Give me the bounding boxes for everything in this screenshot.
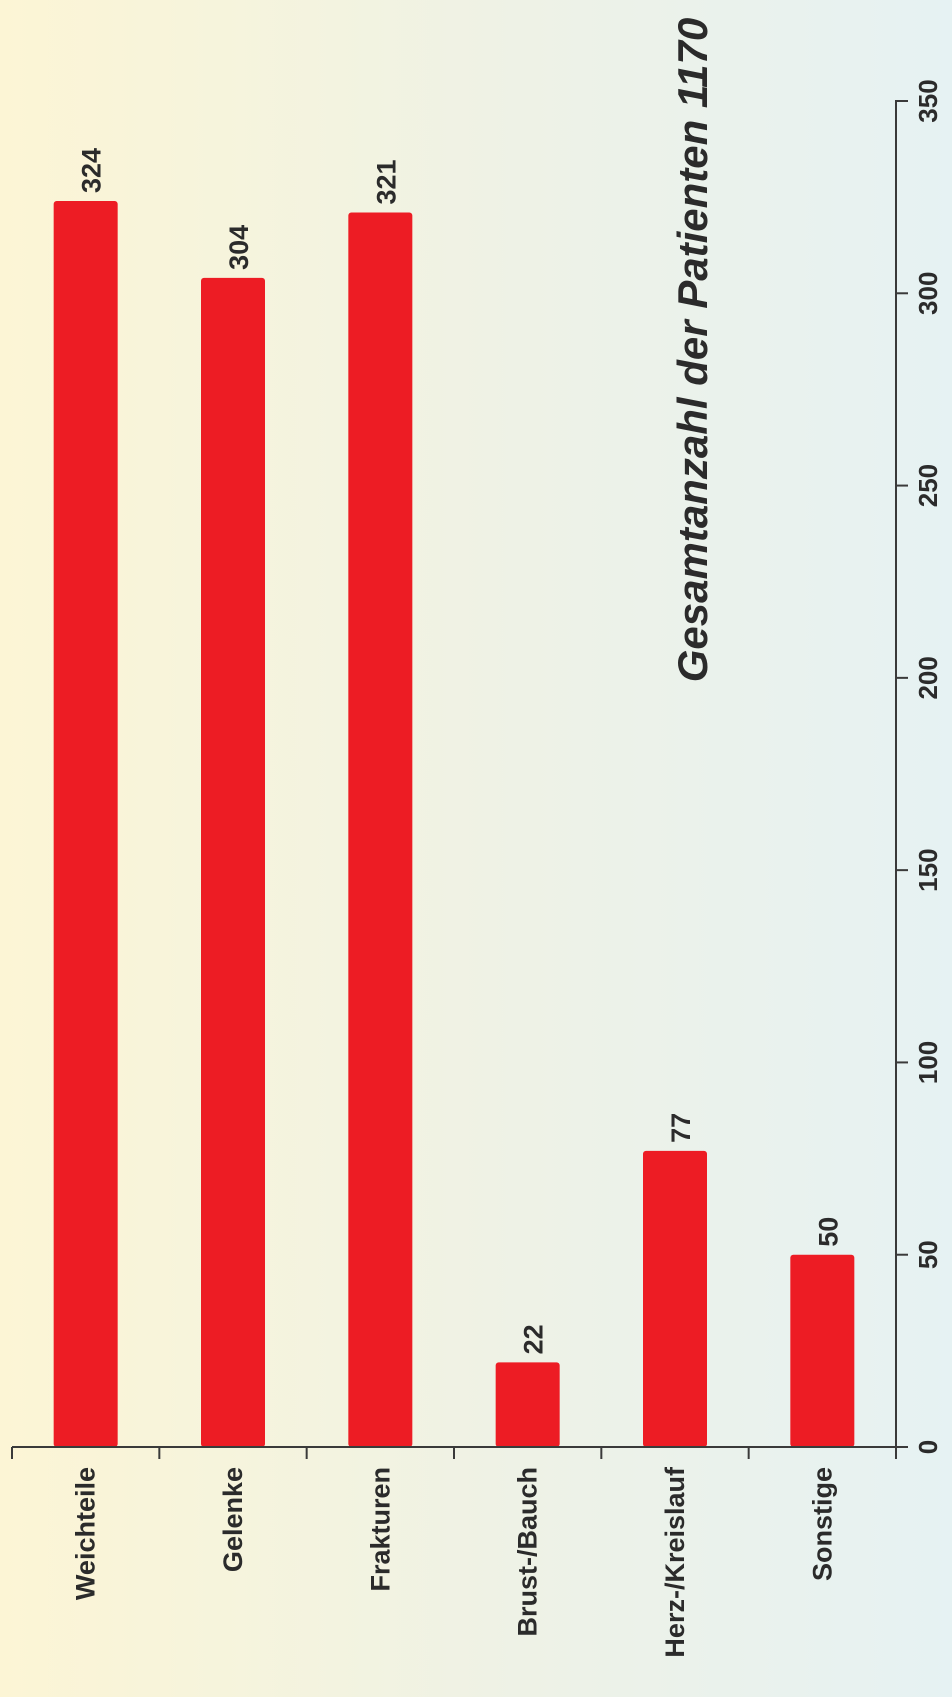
chart-title: Gesamtanzahl der Patienten 1170 <box>669 18 716 683</box>
bar-sonstige <box>790 1254 855 1447</box>
bar-value-label: 50 <box>813 1217 843 1247</box>
value-tick-label: 50 <box>913 1240 943 1269</box>
value-tick-label: 300 <box>913 272 943 315</box>
category-label: Gelenke <box>218 1467 248 1572</box>
category-label: Sonstige <box>807 1467 837 1581</box>
bar-frakturen <box>348 212 413 1447</box>
labels-layer: 324 Weichteile 304 Gelenke 321 Frakturen 22 Bru… <box>71 79 943 1657</box>
bar-value-label: 77 <box>666 1113 696 1143</box>
bar-brust-bauch <box>495 1362 560 1447</box>
value-tick-label: 350 <box>913 79 943 122</box>
category-label: Herz-/Kreislauf <box>660 1466 690 1658</box>
bars-layer <box>53 200 855 1448</box>
bar-value-label: 321 <box>371 159 401 204</box>
bar-herz-kreislauf <box>643 1150 707 1447</box>
bar-weichteile <box>53 200 118 1448</box>
axes-layer <box>11 100 908 1459</box>
value-tick-label: 0 <box>913 1440 943 1454</box>
value-tick-label: 150 <box>913 848 943 891</box>
category-label: Brust-/Bauch <box>513 1467 543 1637</box>
bar-value-label: 304 <box>224 225 254 270</box>
bar-value-label: 324 <box>77 148 107 193</box>
bar-gelenke <box>201 277 265 1448</box>
category-label: Frakturen <box>365 1467 395 1592</box>
bar-value-label: 22 <box>519 1324 549 1354</box>
category-label: Weichteile <box>71 1467 101 1600</box>
value-tick-label: 200 <box>913 656 943 699</box>
value-tick-label: 100 <box>913 1041 943 1084</box>
value-tick-label: 250 <box>913 464 943 507</box>
